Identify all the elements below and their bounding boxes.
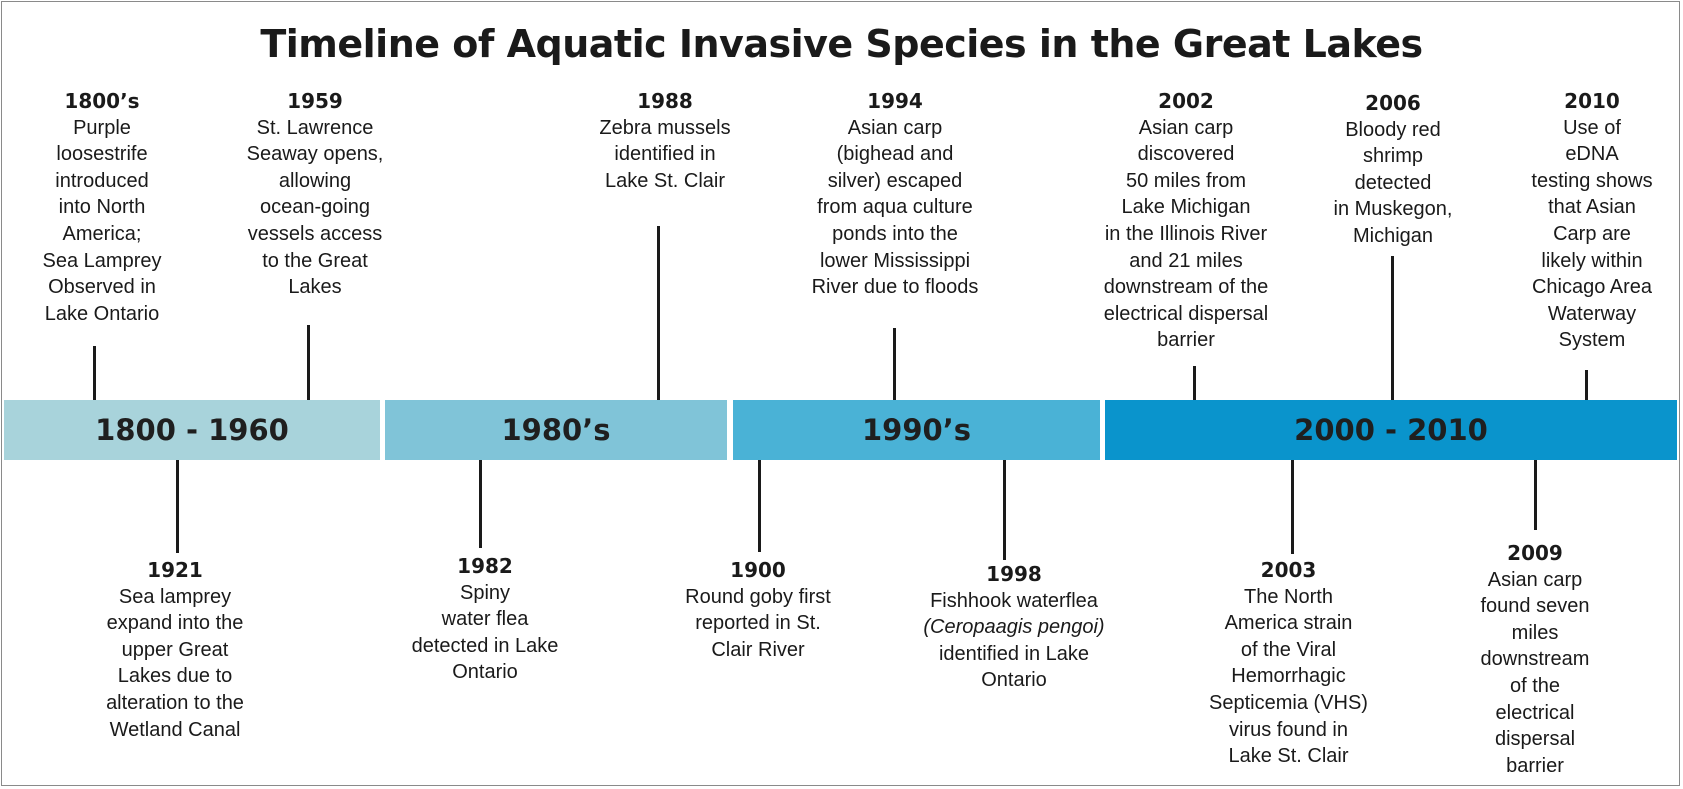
event-text: Sea lamprey expand into the upper Great … — [106, 585, 244, 741]
event-1921: 1921 Sea lamprey expand into the upper G… — [80, 557, 270, 743]
tick-1994 — [893, 328, 896, 400]
band-2000-2010: 2000 - 2010 — [1105, 400, 1677, 460]
event-text: Asian carp discovered 50 miles from Lake… — [1103, 116, 1269, 352]
event-2010: 2010 Use of eDNA testing shows that Asia… — [1508, 88, 1676, 354]
band-1980s: 1980’s — [385, 400, 727, 460]
event-1800s: 1800’s Purple loosestrife introduced int… — [22, 88, 182, 327]
event-2002: 2002 Asian carp discovered 50 miles from… — [1078, 88, 1294, 354]
tick-2006 — [1391, 256, 1394, 400]
event-text: Asian carp found seven miles downstream … — [1480, 568, 1590, 777]
event-text: Bloody red shrimp detected in Muskegon, … — [1333, 118, 1453, 247]
event-text: identified in Lake Ontario — [938, 642, 1090, 692]
event-year: 2002 — [1158, 89, 1214, 113]
event-1994: 1994 Asian carp (bighead and silver) esc… — [785, 88, 1005, 301]
tick-2009 — [1534, 460, 1537, 530]
event-year: 1994 — [867, 89, 923, 113]
tick-1900 — [758, 460, 761, 552]
event-year: 1998 — [986, 562, 1042, 586]
event-text: The North America strain of the Viral He… — [1209, 585, 1368, 768]
event-text: Round goby first reported in St. Clair R… — [685, 585, 831, 661]
event-text: Fishhook waterflea — [930, 589, 1098, 612]
tick-1998 — [1003, 460, 1006, 560]
event-1959: 1959 St. Lawrence Seaway opens, allowing… — [220, 88, 410, 301]
tick-2002 — [1193, 366, 1196, 400]
event-text: Spiny water flea detected in Lake Ontari… — [411, 581, 559, 684]
tick-1982 — [479, 460, 482, 548]
event-2009: 2009 Asian carp found seven miles downst… — [1450, 540, 1620, 779]
band-1990s: 1990’s — [733, 400, 1100, 460]
event-year: 2003 — [1260, 558, 1317, 582]
band-label: 1800 - 1960 — [95, 413, 289, 447]
event-year: 2006 — [1365, 91, 1421, 115]
event-year: 1982 — [457, 554, 513, 578]
tick-1988 — [657, 226, 660, 400]
event-text: St. Lawrence Seaway opens, allowing ocea… — [246, 116, 384, 299]
band-label: 2000 - 2010 — [1294, 413, 1488, 447]
event-year: 1900 — [730, 558, 786, 582]
event-year: 1921 — [147, 558, 203, 582]
event-2003: 2003 The North America strain of the Vir… — [1186, 557, 1391, 770]
band-label: 1990’s — [862, 413, 971, 447]
event-1982: 1982 Spiny water flea detected in Lake O… — [380, 553, 590, 686]
event-2006: 2006 Bloody red shrimp detected in Muske… — [1308, 90, 1478, 250]
event-1998: 1998 Fishhook waterflea (Ceropaagis peng… — [894, 561, 1134, 694]
page-title: Timeline of Aquatic Invasive Species in … — [260, 22, 1423, 66]
tick-2010 — [1585, 370, 1588, 400]
event-year: 1959 — [287, 89, 343, 113]
event-text: Use of eDNA testing shows that Asian Car… — [1531, 116, 1653, 352]
band-label: 1980’s — [501, 413, 611, 447]
event-text: Zebra mussels identified in Lake St. Cla… — [599, 116, 731, 192]
tick-1921 — [176, 460, 179, 553]
event-year: 1800’s — [64, 89, 140, 113]
event-year: 1988 — [637, 89, 693, 113]
event-1900: 1900 Round goby first reported in St. Cl… — [657, 557, 859, 663]
tick-1800s — [93, 346, 96, 400]
event-text: Purple loosestrife introduced into North… — [42, 116, 162, 325]
event-1988: 1988 Zebra mussels identified in Lake St… — [570, 88, 760, 194]
event-year: 2010 — [1564, 89, 1620, 113]
event-year: 2009 — [1507, 541, 1563, 565]
event-text: Asian carp (bighead and silver) escaped … — [811, 116, 979, 299]
tick-1959 — [307, 325, 310, 400]
band-1800-1960: 1800 - 1960 — [4, 400, 380, 460]
tick-2003 — [1291, 460, 1294, 554]
event-species-name: (Ceropaagis pengoi) — [923, 616, 1105, 639]
